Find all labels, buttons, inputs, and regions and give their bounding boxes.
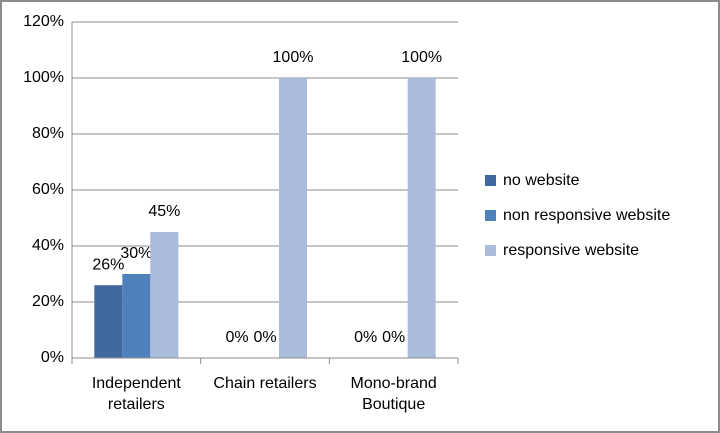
y-tick-label: 100% (23, 69, 64, 86)
bar (122, 274, 151, 358)
legend-swatch (485, 245, 496, 256)
bar (150, 232, 179, 358)
bar (279, 78, 307, 358)
bar (407, 78, 436, 358)
legend-label: no website (503, 172, 580, 189)
legend-label: non responsive website (503, 207, 670, 224)
x-tick-label: Independent retailers (91, 375, 181, 413)
value-label: 100% (401, 49, 442, 66)
x-tick-label: Chain retailers (213, 375, 317, 392)
legend-swatch (485, 210, 496, 221)
y-tick-label: 20% (32, 293, 64, 310)
y-tick-label: 60% (32, 181, 64, 198)
y-tick-label: 80% (32, 125, 64, 142)
value-label: 0% (382, 329, 405, 346)
x-tick-label: Mono-brand Boutique (350, 375, 437, 413)
value-label: 26% (92, 256, 124, 273)
value-label: 0% (354, 329, 377, 346)
y-tick-label: 40% (32, 237, 64, 254)
y-tick-label: 120% (23, 13, 64, 30)
value-label: 45% (148, 203, 180, 220)
legend-label: responsive website (503, 242, 639, 259)
value-label: 0% (253, 329, 276, 346)
y-tick-label: 0% (41, 349, 64, 366)
value-label: 0% (225, 329, 248, 346)
legend-swatch (485, 175, 496, 186)
bar (94, 285, 123, 358)
value-label: 100% (273, 49, 314, 66)
value-label: 30% (120, 245, 152, 262)
